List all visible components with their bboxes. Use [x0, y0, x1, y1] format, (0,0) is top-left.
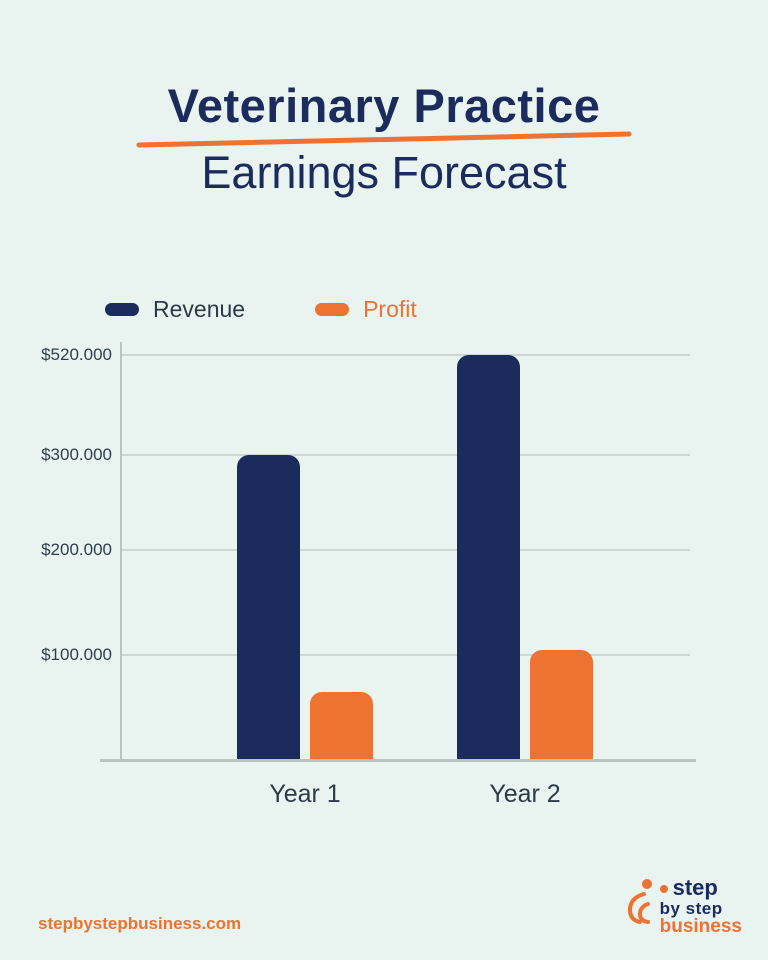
title-underline-stroke: [136, 131, 632, 148]
gridline-200000: [122, 549, 690, 551]
legend-item-revenue: Revenue: [105, 296, 245, 323]
y-tick-label-200000: $200.000: [41, 540, 112, 559]
gridline-100000: [122, 654, 690, 656]
x-label-year-1: Year 1: [269, 780, 341, 808]
y-tick-label-100000: $100.000: [41, 645, 112, 664]
bar-profit-year-2: [530, 649, 593, 759]
logo-dot-icon: [659, 884, 668, 893]
gridline-520000: [122, 354, 690, 356]
bar-revenue-year-2: [457, 355, 520, 759]
profit-swatch-icon: [315, 303, 350, 316]
y-tick-label-520000: $520.000: [41, 345, 112, 364]
revenue-swatch-icon: [105, 303, 139, 316]
legend-item-profit: Profit: [315, 296, 417, 323]
gridline-300000: [122, 454, 690, 456]
bar-revenue-year-1: [237, 455, 300, 759]
legend-label-revenue: Revenue: [153, 296, 246, 322]
logo-wordmark: step by step business: [659, 875, 742, 938]
brand-logo: step by step business: [622, 876, 742, 938]
logo-word-business: business: [659, 916, 742, 938]
y-axis-line: [120, 342, 122, 762]
title-block: Veterinary Practice Earnings Forecast: [0, 78, 768, 199]
page-title-line2: Earnings Forecast: [201, 147, 567, 198]
logo-word-bystep: by step: [659, 898, 723, 918]
bar-profit-year-1: [310, 691, 373, 759]
page-title-line1: Veterinary Practice: [167, 79, 601, 132]
x-label-year-2: Year 2: [489, 780, 561, 808]
logo-word-step: step: [672, 875, 718, 901]
legend-label-profit: Profit: [363, 296, 417, 322]
chart-legend: Revenue Profit: [105, 296, 417, 323]
x-axis-line: [100, 759, 696, 762]
logo-swoosh-icon: [627, 879, 652, 924]
y-tick-label-300000: $300.000: [41, 445, 112, 464]
website-link: stepbystepbusiness.com: [38, 914, 242, 933]
